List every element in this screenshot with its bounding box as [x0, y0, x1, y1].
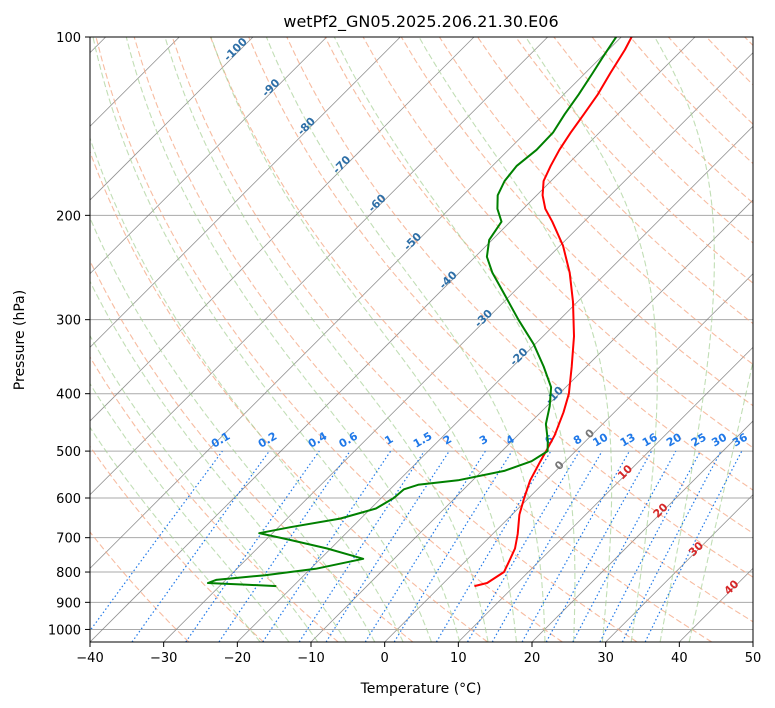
- y-axis: 100 200 300 400 500 600 700 800 900 1000: [48, 31, 90, 638]
- mixing-ratio-line: [644, 450, 743, 642]
- moist-adiabat-line: [90, 382, 290, 642]
- y-tick-label: 400: [56, 388, 81, 403]
- isotherm-line: [163, 52, 753, 642]
- dry-adiabat-line: [286, 37, 753, 534]
- moist-adiabat-line: [90, 216, 376, 642]
- dry-adiabat-line: [90, 356, 339, 642]
- mixing-ratio-line: [185, 450, 320, 642]
- isotherm-line: [90, 37, 622, 569]
- dry-adiabat-line: [90, 150, 488, 642]
- x-tick-label: −20: [224, 651, 251, 666]
- y-axis-label: Pressure (hPa): [12, 290, 28, 390]
- isotherm-line: [90, 37, 475, 422]
- temperature-profile-line: [474, 37, 633, 588]
- mixing-ratio-line: [90, 450, 223, 632]
- mixing-ratio-line: [218, 450, 351, 642]
- moist-adiabat-line: [90, 136, 404, 642]
- dry-adiabat-line: [95, 37, 563, 642]
- moist-adiabat-line: [90, 280, 347, 642]
- isotherm-line: [752, 641, 753, 642]
- moist-adiabat-line: [90, 426, 261, 642]
- isotherm-line: [90, 37, 696, 642]
- mixing-ratio-line: [521, 450, 631, 642]
- y-tick-label: 1000: [48, 623, 81, 638]
- x-tick-label: −10: [297, 651, 324, 666]
- dry-adiabats: [90, 37, 753, 642]
- x-tick-label: 40: [671, 651, 688, 666]
- isotherm-line: [90, 37, 254, 201]
- isobar-gridlines: [90, 37, 753, 630]
- x-tick-label: 30: [597, 651, 614, 666]
- dry-adiabat-line: [400, 37, 753, 407]
- plot-frame: [89, 36, 754, 643]
- dry-adiabat-line: [515, 37, 753, 284]
- isotherm-line: [237, 125, 753, 642]
- dry-adiabat-line: [90, 445, 264, 642]
- x-tick-label: 10: [450, 651, 467, 666]
- mixing-ratio-line: [131, 450, 270, 642]
- isotherm-line: [605, 494, 753, 642]
- moist-adiabat-line: [333, 37, 576, 642]
- dry-adiabat-line: [438, 37, 753, 366]
- moist-adiabat-line: [525, 37, 658, 642]
- isotherm-line: [458, 346, 753, 642]
- x-tick-label: 20: [524, 651, 541, 666]
- skewed-isotherms: [90, 37, 753, 642]
- y-tick-label: 200: [56, 209, 81, 224]
- moist-adiabat-line: [164, 37, 489, 642]
- chart-title: wetPf2_GN05.2025.206.21.30.E06: [283, 12, 558, 32]
- isotherm-line: [384, 273, 753, 642]
- y-tick-label: 100: [56, 31, 81, 46]
- mixing-ratio-line: [298, 450, 425, 642]
- dry-adiabat-line: [90, 531, 190, 642]
- moist-adiabat-line: [688, 358, 753, 642]
- isotherm-line: [531, 420, 753, 642]
- moist-adiabat-line: [418, 37, 613, 642]
- y-tick-label: 300: [56, 314, 81, 329]
- dry-adiabat-line: [171, 37, 712, 642]
- y-tick-label: 900: [56, 596, 81, 611]
- dry-adiabat-line: [90, 259, 414, 642]
- x-axis: −40 −30 −20 −10 0 10 20 30 40 50: [76, 642, 761, 666]
- moist-adiabat-line: [210, 37, 518, 642]
- isotherm-line: [90, 37, 401, 348]
- mixing-ratio-line: [572, 450, 677, 642]
- dry-adiabat-line: [209, 37, 753, 623]
- mixing-ratio-line: [545, 450, 653, 642]
- x-tick-label: −40: [76, 651, 103, 666]
- dewpoint-profile-line: [206, 37, 618, 588]
- isotherm-line: [90, 37, 327, 275]
- x-axis-label: Temperature (°C): [360, 681, 482, 697]
- mixing-ratio-line: [262, 450, 392, 642]
- x-tick-label: 50: [745, 651, 762, 666]
- x-tick-label: 0: [381, 651, 389, 666]
- moist-adiabat-line: [90, 334, 319, 642]
- y-tick-label: 700: [56, 532, 81, 547]
- plot-background: [90, 37, 753, 642]
- mixing-ratio-line: [325, 450, 450, 642]
- dry-adiabat-line: [248, 37, 753, 578]
- y-tick-label: 500: [56, 445, 81, 460]
- mixing-ratio-line: [393, 450, 513, 642]
- x-tick-label: −30: [150, 651, 177, 666]
- moist-adiabat-line: [654, 37, 715, 642]
- y-tick-label: 800: [56, 566, 81, 581]
- moist-adiabat-line: [265, 37, 546, 642]
- moist-adiabat-line: [92, 37, 432, 642]
- moist-adiabats: [90, 37, 753, 642]
- mixing-ratio-lines: [90, 450, 743, 642]
- isotherm-line: [90, 37, 548, 496]
- y-tick-label: 600: [56, 492, 81, 507]
- moist-adiabat-line: [125, 37, 461, 642]
- sounding-profiles: [206, 37, 633, 588]
